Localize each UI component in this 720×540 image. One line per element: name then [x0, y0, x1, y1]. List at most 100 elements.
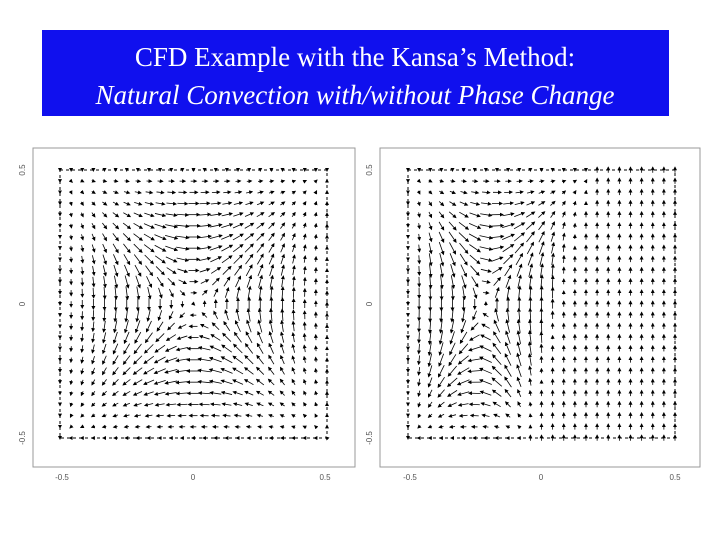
velocity-arrow	[165, 245, 179, 252]
velocity-arrow	[439, 275, 444, 290]
velocity-arrow	[221, 255, 233, 264]
velocity-arrow	[438, 364, 445, 378]
velocity-arrow	[480, 402, 491, 407]
velocity-arrow	[211, 190, 221, 195]
velocity-arrow	[91, 287, 96, 299]
velocity-arrow	[256, 354, 264, 365]
velocity-arrow	[256, 413, 264, 418]
velocity-arrow	[505, 413, 511, 418]
velocity-arrow	[492, 342, 502, 355]
velocity-arrow	[302, 344, 307, 353]
velocity-arrow	[223, 320, 231, 332]
velocity-arrow	[256, 253, 264, 265]
velocity-arrow	[280, 319, 285, 332]
velocity-arrow	[504, 353, 512, 366]
velocity-arrow	[235, 308, 240, 321]
velocity-arrow	[268, 319, 273, 333]
velocity-arrow	[177, 324, 187, 329]
velocity-arrow	[133, 355, 143, 365]
velocity-arrow	[155, 333, 165, 343]
velocity-arrow	[538, 241, 545, 255]
velocity-arrow	[124, 308, 129, 323]
velocity-arrow	[245, 201, 254, 206]
velocity-arrow	[234, 264, 243, 276]
velocity-arrow	[234, 190, 243, 195]
velocity-arrow	[479, 356, 492, 363]
velocity-arrow	[528, 377, 533, 386]
velocity-arrow	[291, 425, 296, 430]
velocity-arrow	[472, 310, 477, 321]
velocity-arrow	[208, 356, 222, 363]
velocity-arrow	[211, 322, 220, 331]
velocity-arrow	[481, 279, 491, 284]
velocity-arrow	[480, 257, 493, 262]
velocity-arrow	[457, 355, 469, 365]
velocity-arrow	[279, 378, 285, 386]
velocity-arrow	[527, 190, 535, 195]
velocity-arrow	[101, 390, 107, 397]
velocity-arrow	[80, 245, 85, 253]
velocity-arrow	[143, 379, 155, 385]
velocity-arrow	[291, 355, 296, 364]
velocity-arrow	[112, 222, 120, 230]
velocity-arrow	[197, 346, 211, 351]
velocity-arrow	[459, 211, 469, 218]
velocity-arrow	[91, 332, 96, 343]
x-tick-label: 0	[191, 473, 196, 482]
velocity-arrow	[136, 286, 141, 301]
velocity-arrow	[164, 391, 177, 396]
velocity-arrow	[302, 254, 307, 263]
velocity-arrow	[449, 342, 456, 356]
velocity-arrow	[513, 222, 526, 230]
velocity-arrow	[460, 320, 467, 334]
velocity-arrow	[572, 179, 578, 184]
velocity-arrow	[268, 201, 275, 206]
velocity-arrow	[210, 413, 220, 418]
velocity-arrow	[280, 308, 285, 321]
velocity-arrow	[268, 222, 275, 229]
velocity-arrow	[538, 230, 545, 243]
velocity-arrow	[538, 201, 546, 206]
velocity-arrow	[428, 190, 433, 195]
velocity-arrow	[504, 341, 511, 355]
velocity-arrow	[154, 255, 166, 264]
title-box	[42, 30, 669, 116]
velocity-arrow	[113, 286, 118, 301]
velocity-arrow	[269, 263, 275, 277]
velocity-arrow	[221, 344, 233, 353]
velocity-arrow	[258, 179, 264, 184]
velocity-arrow	[101, 379, 107, 386]
velocity-arrow	[112, 355, 119, 366]
velocity-arrow	[146, 309, 151, 322]
velocity-arrow	[302, 233, 307, 240]
velocity-arrow	[209, 223, 223, 228]
velocity-arrow	[113, 190, 119, 195]
y-tick-label: 0	[18, 301, 27, 306]
velocity-arrow	[112, 233, 119, 242]
velocity-arrow	[280, 264, 285, 276]
velocity-arrow	[268, 366, 275, 375]
velocity-arrow	[210, 201, 222, 206]
velocity-arrow	[255, 378, 265, 386]
velocity-arrow	[210, 256, 223, 263]
velocity-arrow	[504, 376, 512, 388]
velocity-arrow	[448, 354, 457, 367]
subtitle-line: Natural Convection with/without Phase Ch…	[95, 80, 615, 110]
velocity-arrow	[561, 179, 567, 184]
velocity-arrow	[221, 233, 234, 240]
velocity-arrow	[234, 320, 241, 332]
velocity-arrow	[517, 413, 522, 418]
velocity-arrow	[257, 319, 263, 333]
x-tick-label: 0.5	[669, 473, 681, 482]
velocity-arrow	[459, 253, 468, 266]
velocity-arrow	[102, 265, 107, 277]
velocity-arrow	[427, 330, 432, 345]
velocity-arrow	[154, 244, 167, 252]
velocity-arrow	[427, 319, 432, 334]
velocity-arrow	[199, 267, 211, 273]
velocity-arrow	[213, 288, 219, 297]
velocity-arrow	[417, 332, 422, 344]
velocity-arrow	[69, 368, 74, 375]
x-tick-label: -0.5	[55, 473, 69, 482]
velocity-arrow	[146, 276, 153, 288]
